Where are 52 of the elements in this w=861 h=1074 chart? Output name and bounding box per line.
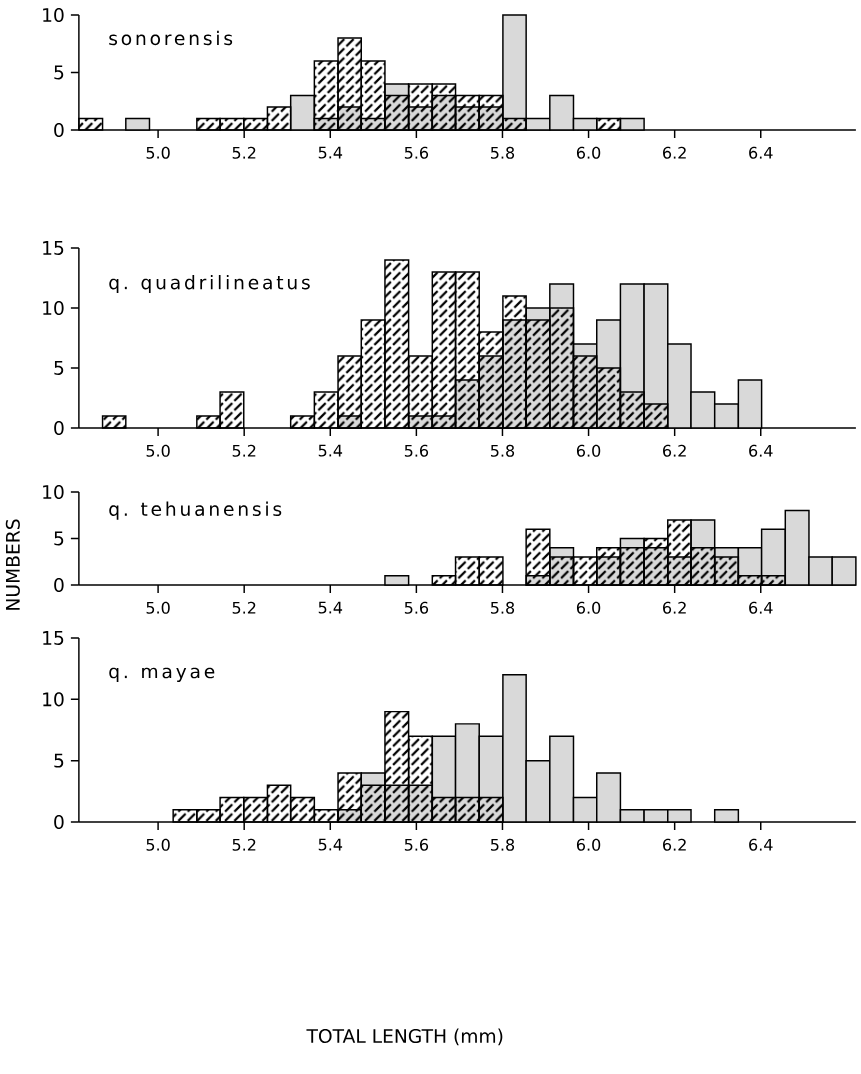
y-axis-title: NUMBERS: [5, 519, 20, 610]
chart-title: q. tehuanensis: [109, 501, 282, 520]
y-tick-label: 5: [54, 65, 64, 80]
x-tick-label: 6.2: [663, 838, 686, 851]
x-tick-label: 6.4: [749, 601, 773, 614]
y-tick-label: 10: [43, 484, 64, 500]
x-tick-label: 5.2: [232, 601, 256, 614]
y-tick-label: 0: [54, 577, 64, 593]
x-tick-label: 5.4: [318, 838, 343, 851]
x-tick-label: 5.8: [491, 444, 515, 457]
x-tick-label: 5.2: [232, 444, 256, 457]
x-tick-label: 6.0: [577, 146, 601, 159]
x-tick-label: 6.0: [577, 838, 601, 851]
x-tick-label: 6.0: [577, 444, 601, 457]
x-tick-label: 6.2: [663, 601, 686, 614]
y-tick-label: 0: [54, 814, 64, 830]
x-tick-label: 5.0: [146, 444, 170, 457]
y-tick-label: 15: [43, 241, 64, 255]
x-tick-label: 5.6: [404, 838, 429, 851]
x-tick-label: 5.0: [146, 146, 170, 159]
x-tick-label: 6.4: [749, 444, 773, 457]
x-tick-label: 5.2: [232, 146, 256, 159]
y-tick-label: 10: [43, 7, 64, 23]
x-tick-label: 5.4: [318, 146, 343, 159]
x-tick-label: 5.6: [404, 444, 429, 457]
y-tick-label: 5: [54, 361, 64, 375]
x-tick-label: 5.0: [146, 838, 170, 851]
y-tick-label: 0: [54, 420, 64, 436]
x-tick-label: 5.4: [318, 444, 343, 457]
y-tick-label: 0: [54, 122, 64, 138]
x-tick-label: 6.4: [749, 838, 773, 851]
x-tick-label: 5.0: [146, 601, 170, 614]
x-tick-label: 5.4: [318, 601, 343, 614]
y-tick-label: 15: [43, 631, 64, 645]
x-tick-label: 5.2: [232, 838, 256, 851]
x-tick-label: 6.0: [577, 601, 601, 614]
y-tick-label: 5: [54, 531, 64, 546]
y-tick-label: 5: [54, 753, 64, 768]
x-tick-label: 5.8: [491, 146, 515, 159]
x-tick-label: 5.8: [491, 601, 515, 614]
x-tick-label: 5.8: [491, 838, 515, 851]
x-tick-label: 6.2: [663, 146, 686, 159]
text: q. quadrilineatus: [109, 274, 310, 294]
x-tick-label: 6.4: [749, 146, 773, 159]
text: sonorensis: [109, 30, 233, 46]
y-tick-label: 10: [43, 692, 64, 707]
x-tick-label: 5.6: [404, 601, 429, 614]
x-tick-label: 6.2: [663, 444, 686, 457]
y-tick-label: 10: [43, 300, 64, 316]
x-axis-title: TOTAL LENGTH (mm): [306, 1028, 503, 1046]
text: q. mayae: [109, 667, 215, 682]
x-tick-label: 5.6: [404, 146, 429, 159]
